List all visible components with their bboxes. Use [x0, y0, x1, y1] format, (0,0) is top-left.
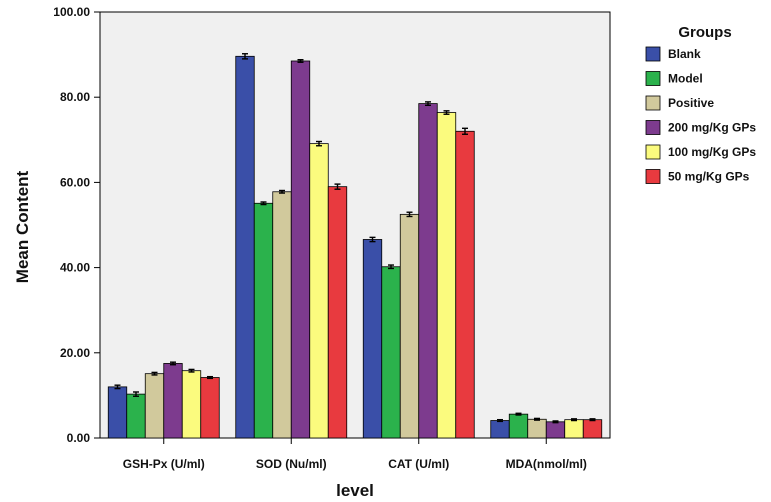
y-axis-ticks: 0.00 20.00 40.00 60.00 80.00 100.00: [53, 5, 100, 445]
legend-swatch: [645, 144, 661, 160]
bar: [436, 112, 457, 439]
bar: [564, 419, 584, 439]
y-tick-label: 40.00: [60, 261, 90, 275]
bars-group: [107, 53, 603, 439]
bar: [235, 55, 255, 439]
bar: [381, 266, 401, 439]
bar: [272, 191, 292, 439]
y-tick-label: 100.00: [53, 5, 90, 19]
x-axis-title: level: [336, 481, 374, 500]
y-tick-label: 20.00: [60, 346, 90, 360]
legend-swatch: [645, 169, 661, 184]
x-axis-ticks: GSH-Px (U/ml) SOD (Nu/ml) CAT (U/ml) MDA(nm…: [123, 438, 587, 471]
bar: [490, 420, 510, 439]
bar: [527, 418, 547, 439]
bar: [327, 186, 348, 439]
bar: [399, 213, 420, 439]
legend-label: 200 mg/Kg GPs: [668, 121, 756, 135]
bar: [144, 373, 165, 439]
bar: [309, 143, 329, 439]
bar: [545, 421, 566, 439]
legend-label: Blank: [668, 47, 701, 61]
x-tick-label: GSH-Px (U/ml): [123, 457, 205, 471]
legend: Blank Model Positive 200 mg/Kg GPs 100 mg/Kg…: [645, 46, 756, 184]
legend-label: Positive: [668, 96, 714, 110]
y-axis-title: Mean Content: [13, 170, 32, 283]
bar: [126, 393, 146, 439]
bar: [253, 202, 274, 439]
x-tick-label: CAT (U/ml): [388, 457, 449, 471]
bar: [455, 130, 475, 439]
legend-swatch: [645, 46, 661, 62]
y-tick-label: 0.00: [67, 431, 91, 445]
bar: [508, 413, 529, 439]
y-tick-label: 80.00: [60, 90, 90, 104]
bar: [418, 103, 438, 439]
legend-label: 100 mg/Kg GPs: [668, 145, 756, 159]
legend-swatch: [645, 120, 661, 135]
plot-area: [99, 11, 611, 439]
x-tick-label: MDA(nmol/ml): [506, 457, 587, 471]
bar: [181, 370, 202, 439]
bar: [107, 386, 128, 439]
bar: [200, 377, 220, 439]
bar: [290, 60, 311, 439]
legend-title: Groups: [678, 24, 731, 41]
x-tick-label: SOD (Nu/ml): [256, 457, 327, 471]
bar: [582, 419, 603, 439]
bar: [163, 363, 183, 439]
legend-swatch: [645, 71, 661, 86]
bar: [362, 239, 383, 439]
legend-swatch: [645, 95, 661, 111]
legend-label: 50 mg/Kg GPs: [668, 170, 750, 184]
legend-label: Model: [668, 72, 703, 86]
y-tick-label: 60.00: [60, 175, 90, 189]
